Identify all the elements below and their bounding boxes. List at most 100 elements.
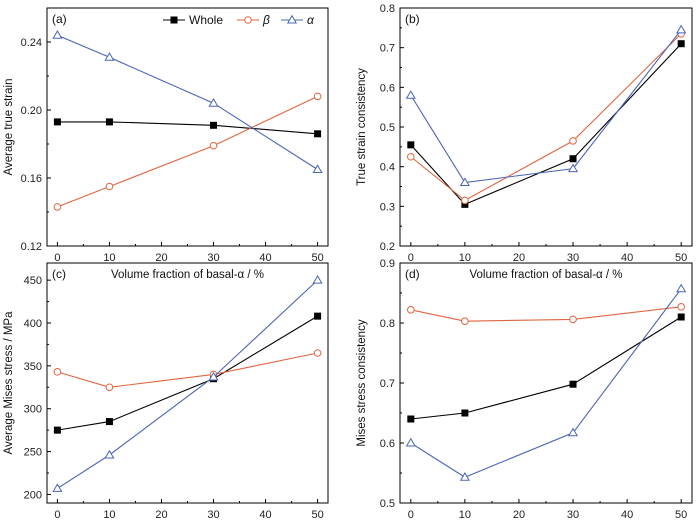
data-point (676, 24, 687, 34)
panel-c: 0 10 20 30 40 50 200 250 300 350 400 450 Volume frac… (3, 262, 329, 521)
data-point (209, 141, 218, 150)
y-axis-label: Mises stress consistency (356, 319, 368, 446)
data-point (53, 426, 61, 434)
series-circle (53, 92, 322, 211)
x-tick-label: 40 (621, 509, 633, 521)
series-line (410, 288, 682, 478)
x-tick-label: 40 (621, 252, 633, 264)
y-tick-label: 200 (24, 489, 42, 501)
data-point (461, 317, 469, 326)
data-point (208, 371, 219, 381)
data-point (52, 30, 63, 39)
y-tick-label: 0.24 (21, 37, 42, 49)
y-tick-label: 0.2 (380, 241, 395, 253)
x-tick-label: 0 (408, 252, 414, 264)
y-tick-label: 450 (24, 275, 42, 287)
panel-label: (c) (52, 267, 66, 281)
series-line (410, 316, 682, 420)
series-line (57, 121, 318, 135)
y-tick-label: 0.6 (380, 438, 395, 450)
y-tick-label: 400 (24, 318, 42, 330)
data-point (407, 415, 415, 423)
x-tick-label: 10 (103, 252, 115, 264)
series-line (57, 279, 318, 489)
x-tick-label: 20 (155, 509, 167, 521)
y-tick-label: 0.8 (380, 318, 395, 330)
y-tick-label: 0.7 (380, 43, 395, 55)
x-tick-label: 40 (259, 252, 271, 264)
series-square (53, 118, 322, 138)
panel-d: 0 10 20 30 40 50 0.5 0.6 0.7 0.8 0.9 Volume fractio… (356, 258, 693, 521)
y-tick-label: 0.20 (21, 105, 42, 117)
series-line (410, 43, 682, 206)
legend-marker (244, 16, 252, 24)
data-point (407, 306, 415, 314)
y-tick-label: 0.3 (380, 201, 395, 213)
plot-frame (399, 262, 693, 504)
x-tick-label: 50 (675, 509, 687, 521)
x-axis-label: Volume fraction of basal-α / % (111, 269, 264, 281)
data-point (569, 137, 577, 145)
data-point (569, 380, 577, 388)
y-tick-label: 0.7 (380, 378, 395, 390)
data-point (53, 118, 61, 126)
legend-entry: α (307, 13, 315, 27)
series-triangle (52, 30, 323, 173)
series-triangle (52, 274, 323, 492)
x-tick-label: 40 (259, 509, 271, 521)
data-point (569, 155, 577, 163)
data-point (312, 274, 323, 284)
data-point (677, 303, 685, 311)
data-point (569, 315, 577, 324)
data-point (104, 52, 115, 61)
panel-label: (b) (405, 12, 420, 26)
x-tick-label: 0 (54, 509, 60, 521)
panel-b: 0 10 20 30 40 50 0.2 0.3 0.4 0.5 0.6 0.7 0.8 Volume f… (356, 3, 693, 281)
panel-label: (d) (405, 267, 420, 281)
data-point (312, 164, 323, 173)
data-point (677, 313, 685, 321)
plot-frame (399, 7, 693, 247)
series-circle (53, 349, 322, 392)
y-tick-label: 0.8 (380, 3, 395, 15)
data-point (313, 92, 322, 101)
data-point (407, 152, 415, 161)
legend-marker (170, 16, 178, 24)
series-square (53, 312, 322, 434)
series-line (410, 33, 682, 202)
series-line (57, 352, 318, 388)
series-circle (407, 303, 685, 326)
x-tick-label: 30 (207, 252, 219, 264)
x-tick-label: 30 (207, 509, 219, 521)
data-point (405, 90, 416, 99)
data-point (461, 196, 469, 205)
y-axis-label: Average true strain (3, 79, 15, 176)
y-tick-label: 0.5 (380, 122, 395, 134)
y-axis-label: Average Mises stress / MPa (3, 311, 15, 455)
data-point (407, 141, 415, 149)
data-point (405, 437, 416, 447)
data-point (459, 177, 470, 187)
data-point (459, 472, 470, 481)
plot-frame (46, 262, 329, 504)
legend-marker (286, 14, 298, 24)
x-tick-label: 10 (459, 509, 471, 521)
data-point (314, 312, 322, 320)
series-circle (407, 29, 685, 205)
series-line (57, 34, 318, 170)
y-tick-label: 250 (24, 447, 42, 459)
x-tick-label: 50 (311, 509, 323, 521)
data-point (105, 418, 113, 426)
data-point (461, 409, 469, 417)
series-line (410, 306, 682, 322)
y-tick-label: 0.4 (380, 162, 395, 174)
series-line (410, 29, 682, 184)
y-axis-label: True strain consistency (356, 68, 368, 186)
data-point (567, 427, 579, 437)
data-point (314, 130, 322, 138)
plot-frame (46, 7, 329, 247)
panel-a: 0 10 20 30 40 50 0.12 0.16 0.20 0.24 Volume fracti… (3, 7, 329, 281)
y-tick-label: 0.12 (21, 241, 42, 253)
data-point (105, 118, 113, 126)
x-axis-label: Volume fraction of basal-α / % (469, 269, 622, 281)
